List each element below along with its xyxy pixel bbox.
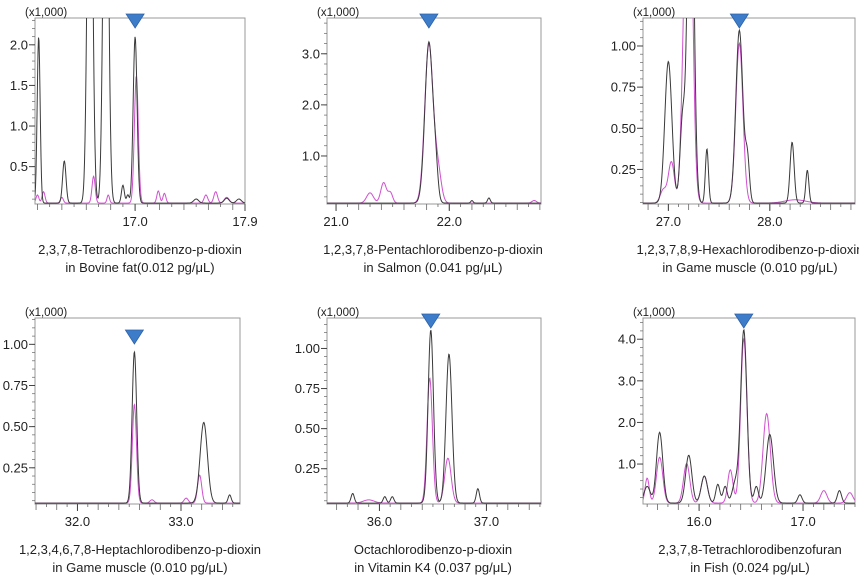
trace-quant-ion bbox=[643, 328, 855, 504]
x-tick-label: 16.0 bbox=[686, 514, 711, 529]
chart-panel-3: 0.25 0.50 0.75 1.00 (x1,000) 27.0 28.0 bbox=[611, 7, 856, 229]
y-tick-label: 1.0 bbox=[618, 457, 636, 472]
caption-sample: in Bovine fat(0.012 pg/μL) bbox=[65, 260, 215, 275]
caption-sample: in Game muscle (0.010 pg/μL) bbox=[662, 260, 838, 275]
y-tick-label: 0.50 bbox=[3, 419, 28, 434]
y-tick-label: 0.50 bbox=[295, 421, 320, 436]
caption-title: 1,2,3,7,8-Pentachlorodibenzo-p-dioxin bbox=[323, 242, 543, 257]
retention-time-marker-icon bbox=[124, 329, 145, 345]
trace-quant-ion bbox=[35, 350, 240, 504]
trace-quant-ion bbox=[327, 40, 541, 204]
y-tick-label: 1.00 bbox=[3, 337, 28, 352]
chart-panel-5: 0.25 0.50 0.75 1.00 (x1,000) 36.0 37.0 bbox=[295, 307, 542, 529]
y-tick-label: 0.75 bbox=[3, 378, 28, 393]
caption-sample: in Game muscle (0.010 pg/μL) bbox=[52, 560, 228, 575]
caption-title: 2,3,7,8-Tetrachlorodibenzo-p-dioxin bbox=[38, 242, 242, 257]
caption-panel-1: 2,3,7,8-Tetrachlorodibenzo-p-dioxin in B… bbox=[0, 241, 290, 277]
plot-frame bbox=[34, 317, 241, 505]
y-tick-label: 1.00 bbox=[611, 38, 636, 53]
y-tick-label: 0.50 bbox=[611, 121, 636, 136]
x-tick-label: 17.0 bbox=[790, 514, 815, 529]
trace-ref-ion bbox=[327, 377, 541, 504]
y-tick-label: 1.0 bbox=[10, 119, 28, 134]
x-tick-label: 32.0 bbox=[65, 514, 90, 529]
retention-time-marker-icon bbox=[125, 13, 145, 29]
chart-panel-4: 0.25 0.50 0.75 1.00 (x1,000) 32.0 33.0 bbox=[3, 307, 241, 529]
caption-panel-3: 1,2,3,7,8,9-Hexachlorodibenzo-p-dioxin i… bbox=[600, 241, 859, 277]
chart-panel-1: 0.5 1.0 1.5 2.0 (x1,000) 17.0 17.9 bbox=[10, 7, 258, 229]
y-multiplier-label: (x1,000) bbox=[633, 7, 675, 19]
y-tick-label: 2.0 bbox=[10, 37, 28, 52]
y-tick-label: 2.0 bbox=[302, 97, 320, 112]
y-tick-label: 2.0 bbox=[618, 415, 636, 430]
x-tick-label: 36.0 bbox=[367, 514, 392, 529]
y-tick-label: 3.0 bbox=[618, 373, 636, 388]
caption-panel-6: 2,3,7,8-Tetrachlorodibenzofuran in Fish … bbox=[600, 541, 859, 577]
x-tick-label: 17.0 bbox=[122, 214, 147, 229]
y-tick-label: 1.00 bbox=[295, 341, 320, 356]
y-tick-label: 4.0 bbox=[618, 332, 636, 347]
y-multiplier-label: (x1,000) bbox=[25, 307, 67, 319]
y-tick-label: 0.75 bbox=[611, 80, 636, 95]
caption-title: 1,2,3,4,6,7,8-Heptachlorodibenzo-p-dioxi… bbox=[18, 542, 262, 557]
x-tick-label: 27.0 bbox=[656, 214, 681, 229]
caption-title: 1,2,3,7,8,9-Hexachlorodibenzo-p-dioxin bbox=[636, 242, 859, 257]
caption-panel-4: 1,2,3,4,6,7,8-Heptachlorodibenzo-p-dioxi… bbox=[0, 541, 290, 577]
x-tick-label: 17.9 bbox=[232, 214, 257, 229]
x-tick-label: 33.0 bbox=[168, 514, 193, 529]
caption-panel-2: 1,2,3,7,8-Pentachlorodibenzo-p-dioxin in… bbox=[283, 241, 583, 277]
x-tick-label: 21.0 bbox=[323, 214, 348, 229]
plot-frame bbox=[642, 317, 856, 505]
x-tick-label: 22.0 bbox=[437, 214, 462, 229]
caption-sample: in Fish (0.024 pg/μL) bbox=[690, 560, 810, 575]
retention-time-marker-icon bbox=[421, 313, 441, 329]
y-tick-label: 0.75 bbox=[295, 381, 320, 396]
y-tick-label: 3.0 bbox=[302, 46, 320, 61]
y-tick-label: 0.25 bbox=[3, 460, 28, 475]
trace-quant-ion bbox=[327, 329, 541, 504]
y-multiplier-label: (x1,000) bbox=[633, 307, 675, 319]
retention-time-marker-icon bbox=[729, 13, 750, 29]
retention-time-marker-icon bbox=[734, 313, 754, 329]
caption-sample: in Salmon (0.041 pg/μL) bbox=[363, 260, 503, 275]
y-tick-label: 1.5 bbox=[10, 78, 28, 93]
y-tick-label: 0.25 bbox=[611, 162, 636, 177]
caption-panel-5: Octachlorodibenzo-p-dioxin in Vitamin K4… bbox=[283, 541, 583, 577]
y-multiplier-label: (x1,000) bbox=[317, 307, 359, 319]
y-tick-label: 1.0 bbox=[302, 148, 320, 163]
caption-sample: in Vitamin K4 (0.037 pg/μL) bbox=[354, 560, 512, 575]
chart-panel-2: 1.0 2.0 3.0 (x1,000) 21.0 22.0 bbox=[302, 7, 542, 229]
y-tick-label: 0.5 bbox=[10, 159, 28, 174]
caption-title: Octachlorodibenzo-p-dioxin bbox=[353, 542, 513, 557]
retention-time-marker-icon bbox=[419, 13, 439, 29]
trace-quant-ion bbox=[35, 18, 245, 204]
caption-title: 2,3,7,8-Tetrachlorodibenzofuran bbox=[658, 542, 842, 557]
trace-quant-ion bbox=[643, 18, 855, 204]
x-tick-label: 28.0 bbox=[757, 214, 782, 229]
trace-ref-ion bbox=[327, 42, 541, 204]
trace-ref-ion bbox=[643, 337, 855, 504]
x-tick-label: 37.0 bbox=[474, 514, 499, 529]
y-multiplier-label: (x1,000) bbox=[25, 7, 67, 19]
y-tick-label: 0.25 bbox=[295, 461, 320, 476]
chart-panel-6: 1.0 2.0 3.0 4.0 (x1,000) 16.0 17.0 bbox=[618, 307, 856, 529]
plot-frame bbox=[642, 17, 856, 205]
y-multiplier-label: (x1,000) bbox=[317, 7, 359, 19]
